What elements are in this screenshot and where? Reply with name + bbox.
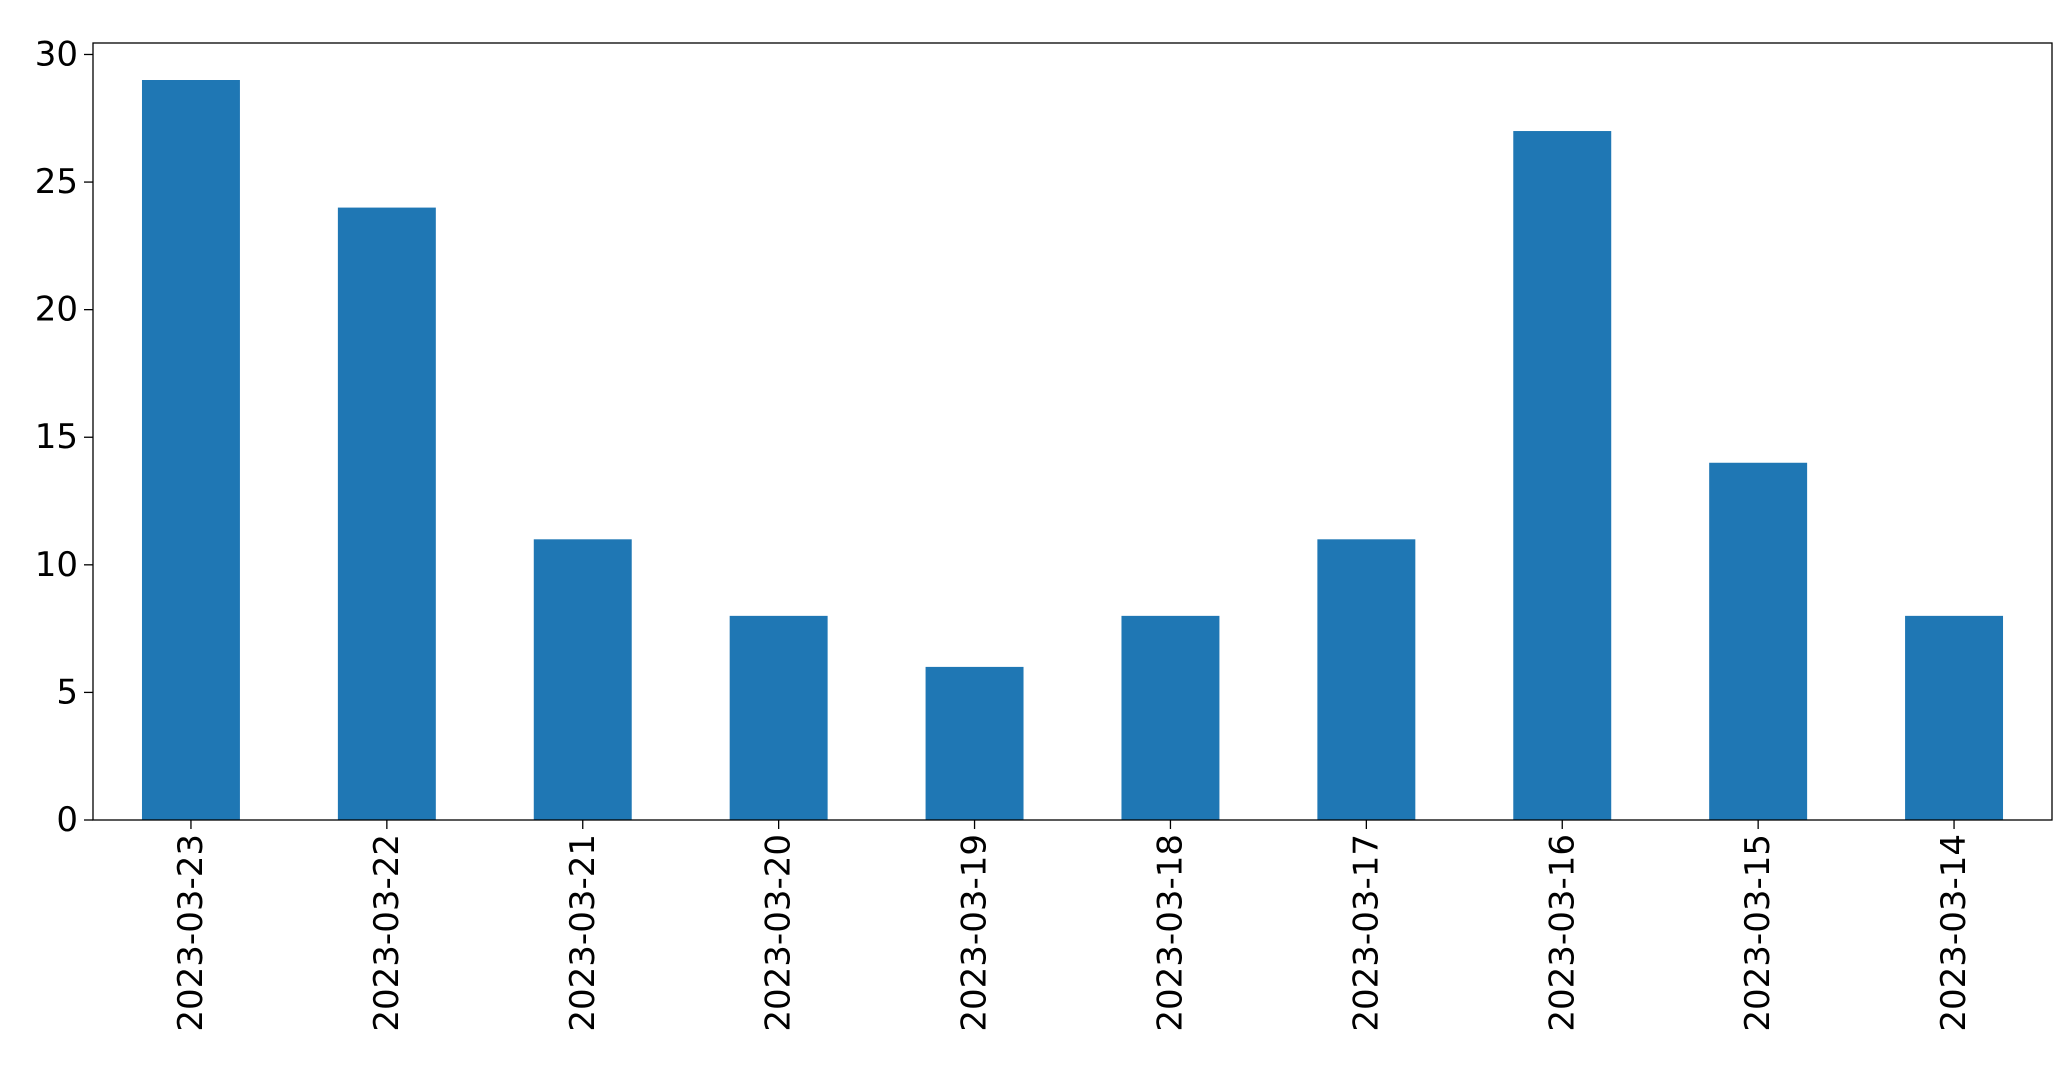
bar [533, 539, 632, 820]
bar [1905, 615, 2004, 820]
y-tick-label: 20 [35, 290, 78, 330]
x-tick-label: 2023-03-17 [1346, 834, 1386, 1032]
x-tick-label: 2023-03-14 [1934, 834, 1974, 1032]
y-tick-label: 30 [35, 34, 78, 74]
y-tick-label: 0 [56, 800, 78, 840]
bar [141, 80, 240, 820]
bar [337, 207, 436, 821]
x-tick-label: 2023-03-18 [1150, 834, 1190, 1032]
x-tick-label: 2023-03-16 [1542, 834, 1582, 1032]
bar [1317, 539, 1416, 820]
bar [1121, 615, 1220, 820]
x-tick-label: 2023-03-22 [367, 834, 407, 1032]
x-tick-label: 2023-03-19 [955, 834, 995, 1032]
y-tick-label: 25 [35, 162, 78, 202]
x-tick-label: 2023-03-23 [171, 834, 211, 1032]
bar [729, 615, 828, 820]
bar [925, 666, 1024, 820]
plot-frame [92, 42, 2053, 821]
x-tick-label: 2023-03-20 [759, 834, 799, 1032]
bar [1513, 131, 1612, 820]
y-tick-label: 5 [56, 672, 78, 712]
y-tick-label: 15 [35, 417, 78, 457]
bar [1709, 462, 1808, 820]
x-tick-label: 2023-03-21 [563, 834, 603, 1032]
x-tick-label: 2023-03-15 [1738, 834, 1778, 1032]
y-tick-label: 10 [35, 545, 78, 585]
